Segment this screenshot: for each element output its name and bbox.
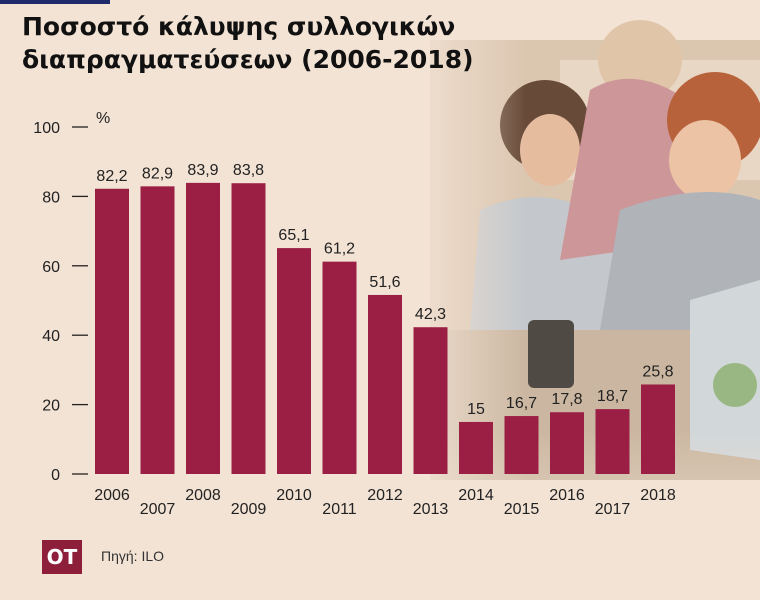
- bar-value-label: 17,8: [551, 391, 582, 408]
- bar: [186, 182, 220, 474]
- chart-title: Ποσοστό κάλυψης συλλογικών διαπραγματεύσ…: [22, 12, 474, 74]
- bar: [550, 412, 584, 474]
- y-tick-label: 40: [42, 328, 60, 345]
- bar-value-label: 51,6: [369, 274, 400, 291]
- source-note: Πηγή: ILO: [101, 548, 165, 564]
- x-category-label: 2010: [276, 487, 312, 504]
- x-category-label: 2007: [140, 501, 176, 518]
- bar: [231, 183, 266, 475]
- x-category-label: 2012: [367, 487, 403, 504]
- bar: [95, 188, 129, 475]
- top-accent-rule: [0, 0, 110, 4]
- bar-value-label: 83,8: [233, 162, 264, 179]
- bar: [459, 421, 493, 474]
- bar: [641, 384, 675, 474]
- x-category-label: 2015: [504, 501, 540, 518]
- bar: [413, 327, 448, 474]
- bar-value-label: 18,7: [597, 388, 628, 405]
- y-tick-label: 80: [42, 189, 60, 206]
- bar-value-label: 42,3: [415, 306, 446, 323]
- bar-value-label: 65,1: [278, 227, 309, 244]
- x-category-label: 2008: [185, 487, 221, 504]
- bar-value-label: 61,2: [324, 241, 355, 258]
- x-category-label: 2011: [322, 501, 357, 518]
- x-category-label: 2018: [640, 487, 676, 504]
- x-category-label: 2006: [94, 487, 130, 504]
- x-category-label: 2016: [549, 487, 585, 504]
- bar: [595, 409, 630, 474]
- y-axis-unit-label: %: [96, 110, 110, 127]
- x-category-label: 2017: [595, 501, 631, 518]
- bar-value-label: 82,9: [142, 165, 173, 182]
- y-tick-label: 100: [33, 120, 60, 137]
- bar-value-label: 83,9: [187, 162, 218, 179]
- bar: [322, 261, 357, 474]
- bar-value-label: 82,2: [96, 168, 127, 185]
- bar: [368, 294, 402, 474]
- bar-value-label: 16,7: [506, 395, 537, 412]
- x-category-label: 2013: [413, 501, 449, 518]
- x-category-label: 2009: [231, 501, 267, 518]
- bar-value-label: 15: [467, 401, 485, 418]
- bar: [277, 248, 311, 474]
- bar-value-label: 25,8: [642, 363, 673, 380]
- bar: [504, 416, 539, 474]
- ot-logo: OT: [42, 540, 82, 574]
- x-category-label: 2014: [458, 487, 494, 504]
- y-tick-label: 60: [42, 259, 60, 276]
- y-tick-label: 0: [51, 467, 60, 484]
- bar: [140, 186, 175, 474]
- y-tick-label: 20: [42, 398, 60, 415]
